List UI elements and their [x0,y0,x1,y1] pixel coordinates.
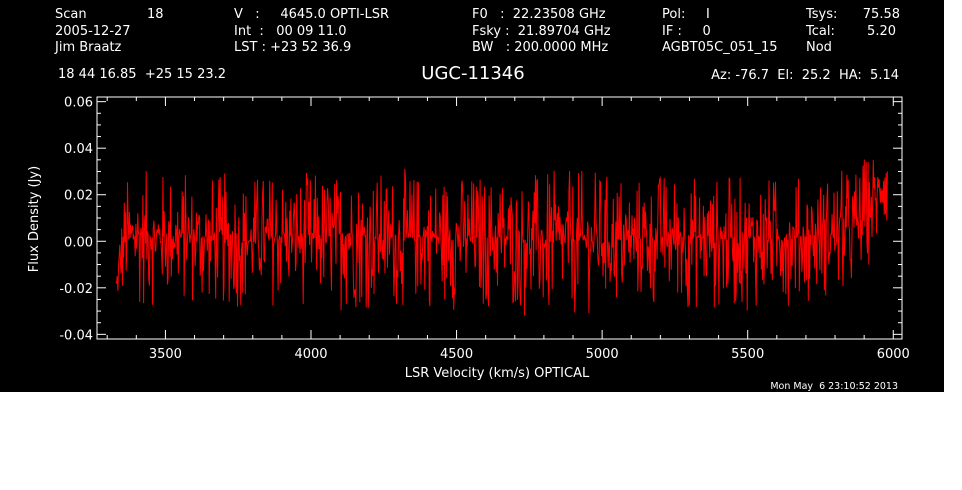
sky-frequency-readout: Fsky : 21.89704 GHz [472,24,611,39]
lst-readout: LST : +23 52 36.9 [234,40,351,55]
y-tick-label: -0.02 [59,282,93,297]
observing-mode: Nod [806,40,832,55]
x-tick-label: 3500 [149,347,182,362]
y-tick-label: 0.04 [64,142,93,157]
tcal-value: 5.20 [867,24,896,39]
y-tick-label: -0.04 [59,328,93,343]
y-tick-label: 0.02 [64,189,93,204]
x-tick-label: 5000 [586,347,619,362]
session-id: AGBT05C_051_15 [662,40,778,55]
pointing-readout: Az: -76.7 El: 25.2 HA: 5.14 [711,68,899,83]
y-axis-label: Flux Density (Jy) [27,166,42,272]
rest-frequency-readout: F0 : 22.23508 GHz [472,7,606,22]
x-axis-ticks: 3500 4000 4500 5000 5500 6000 [106,97,910,362]
if-readout: IF : 0 [662,24,711,39]
polarization-readout: Pol: I [662,7,710,22]
y-tick-label: 0.06 [64,96,93,111]
scan-label: Scan [55,7,87,22]
x-tick-label: 4500 [440,347,473,362]
tcal-label: Tcal: [805,24,835,39]
x-axis-label: LSR Velocity (km/s) OPTICAL [405,366,590,381]
chart-title: UGC-11346 [421,63,524,84]
x-tick-label: 6000 [877,347,910,362]
observation-date: 2005-12-27 [55,24,131,39]
y-tick-label: 0.00 [64,235,93,250]
y-axis-ticks: -0.04 -0.02 0.00 0.02 0.04 0.06 [59,96,902,343]
bandwidth-readout: BW : 200.0000 MHz [472,40,608,55]
source-coordinates: 18 44 16.85 +25 15 23.2 [58,67,226,82]
tsys-value: 75.58 [863,7,900,22]
integration-readout: Int : 00 09 11.0 [234,24,347,39]
scan-value: 18 [147,7,164,22]
velocity-readout: V : 4645.0 OPTI-LSR [234,7,389,22]
spectrum-series [115,159,888,316]
tsys-label: Tsys: [805,7,837,22]
x-tick-label: 4000 [294,347,327,362]
observer-name: Jim Braatz [54,40,122,55]
render-timestamp: Mon May 6 23:10:52 2013 [770,381,898,392]
spectrum-line [115,159,888,316]
x-tick-label: 5500 [731,347,764,362]
